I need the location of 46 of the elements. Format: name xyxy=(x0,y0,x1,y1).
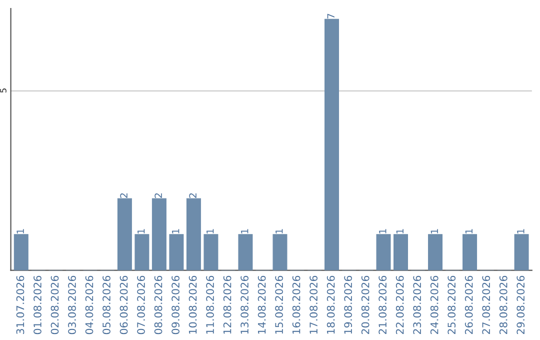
data-label: 2 xyxy=(154,193,162,198)
x-tick-label: 28.08.2026 xyxy=(499,276,508,334)
x-tick-label: 11.08.2026 xyxy=(206,276,214,334)
x-tick-label: 31.07.2026 xyxy=(16,276,24,334)
x-tick-label: 18.08.2026 xyxy=(326,276,335,334)
x-tick-label: 16.08.2026 xyxy=(292,276,300,334)
x-tick-label: 27.08.2026 xyxy=(482,276,490,334)
data-label: 1 xyxy=(276,229,283,234)
x-tick-label: 10.08.2026 xyxy=(188,276,197,334)
x-tick-label: 24.08.2026 xyxy=(430,276,438,334)
x-tick-label: 23.08.2026 xyxy=(413,276,422,334)
x-tick-label: 09.08.2026 xyxy=(172,276,180,334)
x-tick-label: 22.08.2026 xyxy=(396,276,404,334)
x-tick-label: 03.08.2026 xyxy=(68,276,76,334)
x-tick-label: 17.08.2026 xyxy=(310,276,318,334)
data-label: 1 xyxy=(465,229,472,234)
data-label: 1 xyxy=(517,229,524,234)
x-tick-label: 26.08.2026 xyxy=(464,276,473,334)
data-label: 2 xyxy=(189,193,196,198)
x-tick-label: 19.08.2026 xyxy=(344,276,352,334)
x-tick-label: 06.08.2026 xyxy=(120,276,128,334)
x-tick-label: 20.08.2026 xyxy=(361,276,370,334)
x-tick-label: 29.08.2026 xyxy=(516,276,525,334)
data-label: 1 xyxy=(396,229,404,234)
x-tick-label: 04.08.2026 xyxy=(85,276,94,334)
data-label: 1 xyxy=(16,229,24,234)
x-tick-label: 01.08.2026 xyxy=(34,276,42,334)
data-label: 1 xyxy=(138,229,145,234)
x-tick-label: 15.08.2026 xyxy=(275,276,283,334)
x-tick-label: 14.08.2026 xyxy=(258,276,266,334)
data-label: 2 xyxy=(120,193,128,198)
x-tick-label: 07.08.2026 xyxy=(137,276,145,334)
x-tick-label: 21.08.2026 xyxy=(378,276,387,334)
data-label: 7 xyxy=(327,14,334,18)
x-tick-label: 05.08.2026 xyxy=(102,276,110,334)
data-label: 1 xyxy=(379,229,386,234)
data-label: 1 xyxy=(206,229,214,234)
x-tick-label: 12.08.2026 xyxy=(223,276,232,334)
x-tick-label: 02.08.2026 xyxy=(50,276,59,334)
x-tick-label: 25.08.2026 xyxy=(448,276,456,334)
data-label: 1 xyxy=(430,229,438,234)
data-label: 1 xyxy=(241,229,248,234)
data-label: 1 xyxy=(172,229,180,234)
x-tick-label: 13.08.2026 xyxy=(240,276,248,334)
x-tick-label: 08.08.2026 xyxy=(154,276,162,334)
y-tick-label: 5 xyxy=(0,88,6,92)
